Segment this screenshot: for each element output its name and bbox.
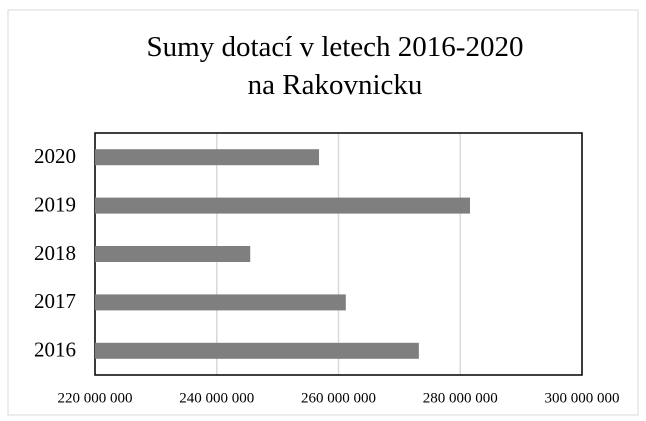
y-tick-label: 2018 xyxy=(34,241,76,265)
x-tick-label: 240 000 000 xyxy=(179,390,254,406)
y-tick-label: 2019 xyxy=(34,192,76,216)
x-tick-label: 300 000 000 xyxy=(545,390,620,406)
x-tick-label: 260 000 000 xyxy=(301,390,376,406)
bar xyxy=(95,294,346,311)
bar xyxy=(95,246,251,262)
bar xyxy=(95,149,320,166)
chart-title: Sumy dotací v letech 2016-2020 na Rakovn… xyxy=(146,31,524,101)
y-tick-label: 2016 xyxy=(34,338,76,362)
bar xyxy=(95,197,470,214)
y-tick-label: 2017 xyxy=(34,289,76,313)
x-tick-label: 280 000 000 xyxy=(423,390,498,406)
bar xyxy=(95,342,419,359)
chart-border xyxy=(7,9,639,416)
y-tick-label: 2020 xyxy=(34,144,76,168)
x-tick-label: 220 000 000 xyxy=(58,390,133,406)
